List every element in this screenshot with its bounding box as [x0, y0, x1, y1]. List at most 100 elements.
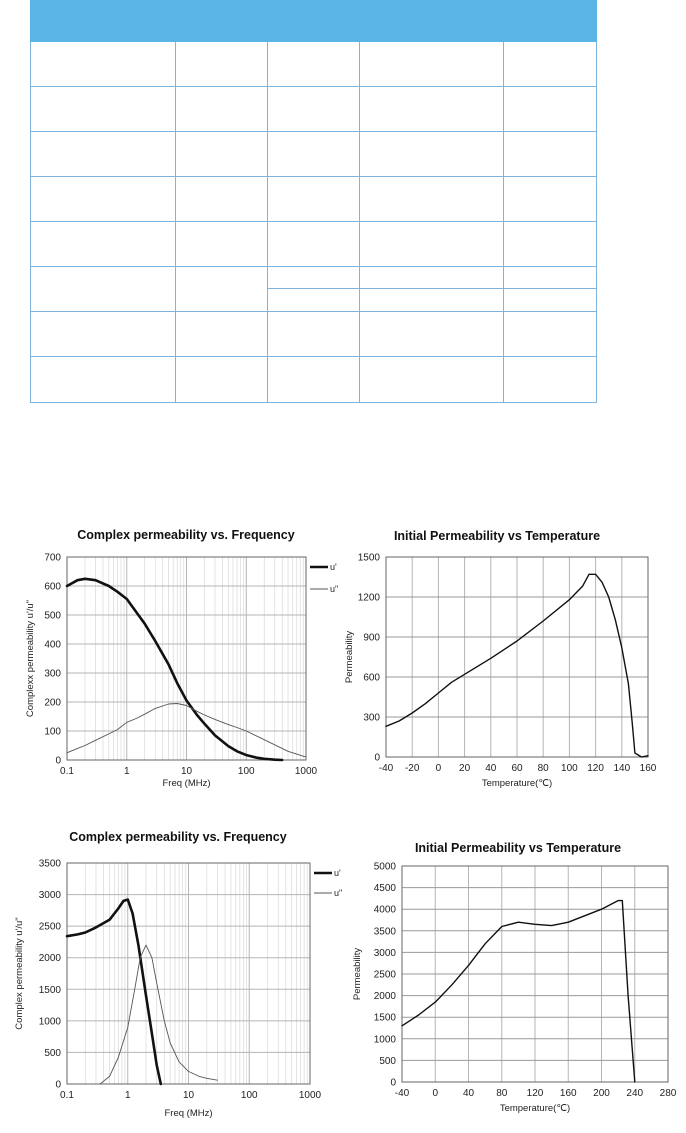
x-tick-label: 10 [181, 766, 193, 777]
x-tick-label: 1000 [299, 1090, 322, 1101]
table-row [30, 86, 597, 132]
x-tick-label: 40 [463, 1088, 475, 1099]
legend-label: u' [330, 562, 337, 572]
y-tick-label: 0 [374, 753, 380, 764]
table-row [30, 176, 597, 222]
y-axis-label: Complexx permeability u'/u" [25, 600, 36, 717]
table-header-cell [30, 0, 176, 42]
x-tick-label: 0 [432, 1088, 438, 1099]
y-tick-label: 4500 [374, 883, 397, 894]
x-tick-label: 80 [538, 763, 550, 774]
x-tick-label: 160 [560, 1088, 577, 1099]
y-tick-label: 4000 [374, 905, 397, 916]
y-tick-label: 1200 [358, 593, 381, 604]
table-header-row [30, 0, 597, 42]
table-cell [267, 356, 360, 403]
y-tick-label: 600 [363, 673, 380, 684]
y-tick-label: 5000 [374, 862, 397, 873]
y-tick-label: 200 [44, 698, 61, 709]
y-tick-label: 3000 [374, 948, 397, 959]
y-tick-label: 2000 [39, 953, 62, 964]
plot-frame [66, 556, 307, 761]
plot-frame [401, 865, 669, 1083]
table-header-cell [267, 0, 360, 42]
x-tick-label: -20 [405, 763, 420, 774]
table-cell [503, 288, 597, 312]
x-axis-label: Temperature(℃) [500, 1103, 570, 1114]
table-row [30, 356, 597, 403]
x-tick-label: 20 [459, 763, 471, 774]
y-tick-label: 700 [44, 553, 61, 564]
x-tick-label: 40 [485, 763, 497, 774]
y-tick-label: 500 [44, 1048, 61, 1059]
x-tick-label: 100 [241, 1090, 258, 1101]
table-cell [503, 356, 597, 403]
x-tick-label: 0.1 [60, 1090, 74, 1101]
y-tick-label: 1000 [39, 1016, 62, 1027]
table-cell [359, 221, 504, 267]
x-tick-label: 80 [496, 1088, 508, 1099]
x-tick-label: 200 [593, 1088, 610, 1099]
series-line-1 [401, 899, 636, 1083]
legend-label: u" [334, 888, 342, 898]
table-cell [30, 131, 176, 177]
table-row [30, 221, 597, 267]
series-line-1 [65, 898, 163, 1086]
series-line-2 [66, 703, 307, 758]
table-cell [175, 131, 268, 177]
table-cell [267, 131, 360, 177]
table-cell [175, 41, 268, 87]
table-cell [267, 176, 360, 222]
spec-table [30, 0, 597, 403]
y-tick-label: 0 [390, 1078, 396, 1089]
x-tick-label: 160 [640, 763, 657, 774]
y-tick-label: 600 [44, 582, 61, 593]
table-row [31, 288, 597, 312]
chart-1: 0.1 1 10 100 1000 0 100 200 300 400 500 600 700 Compl… [25, 528, 338, 789]
x-axis-label: Freq (MHz) [164, 1108, 212, 1119]
x-tick-label: 100 [561, 763, 578, 774]
table-cell [359, 131, 504, 177]
y-tick-label: 300 [363, 713, 380, 724]
x-tick-label: 120 [527, 1088, 544, 1099]
x-axis-label: Temperature(℃) [482, 778, 552, 789]
y-tick-label: 400 [44, 640, 61, 651]
y-tick-label: 0 [55, 756, 61, 767]
series-line-1 [65, 577, 284, 762]
table-cell [267, 221, 360, 267]
series-line-1 [385, 573, 649, 758]
x-tick-label: 1000 [295, 766, 318, 777]
y-tick-label: 3500 [374, 926, 397, 937]
y-tick-label: 3000 [39, 890, 62, 901]
table-cell [175, 266, 268, 312]
y-tick-label: 100 [44, 727, 61, 738]
x-tick-label: 280 [660, 1088, 677, 1099]
x-axis-label: Freq (MHz) [162, 778, 210, 789]
y-tick-label: 1500 [358, 553, 381, 564]
y-tick-label: 900 [363, 633, 380, 644]
table-cell [30, 221, 176, 267]
table-cell [503, 86, 597, 132]
y-tick-label: 2500 [39, 922, 62, 933]
x-tick-label: 120 [587, 763, 604, 774]
x-tick-label: 0 [436, 763, 442, 774]
plot-frame [66, 862, 311, 1085]
x-tick-label: 100 [238, 766, 255, 777]
y-axis-label: Permeability [344, 631, 355, 684]
y-tick-label: 500 [379, 1056, 396, 1067]
y-tick-label: 1000 [374, 1034, 397, 1045]
table-row [30, 131, 597, 177]
y-axis-label: Permeability [352, 948, 363, 1001]
chart-title: Initial Permeability vs Temperature [394, 529, 600, 543]
plot-frame [385, 556, 649, 758]
x-tick-label: 60 [511, 763, 523, 774]
chart-title: Initial Permeability vs Temperature [415, 841, 621, 855]
table-cell [175, 176, 268, 222]
y-tick-label: 0 [55, 1080, 61, 1091]
x-tick-label: 1 [124, 766, 130, 777]
x-tick-label: 140 [613, 763, 630, 774]
chart-title: Complex permeability vs. Frequency [69, 830, 286, 844]
table-cell [175, 356, 268, 403]
table-cell [359, 356, 504, 403]
